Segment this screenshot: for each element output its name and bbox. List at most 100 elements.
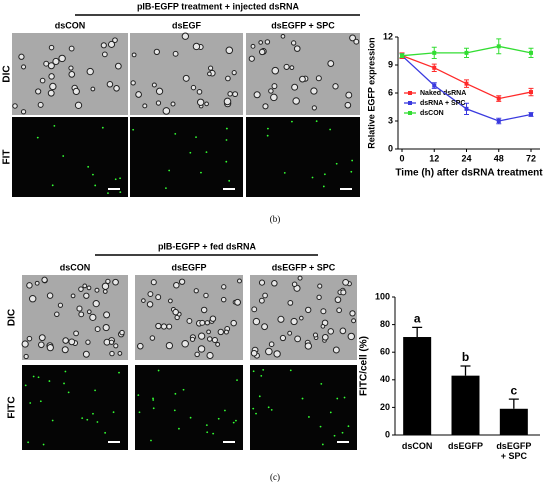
cell [339,327,347,335]
cell [193,288,199,294]
point [432,83,437,88]
cell [279,334,287,342]
fluorescent-dot [228,179,231,182]
error-bar [508,398,519,409]
cell [68,45,75,52]
panel-header: pIB-EGFP treatment + injected dsRNA [137,1,300,11]
cell [231,70,237,76]
cell [271,83,278,90]
cell [277,315,285,323]
cell [78,311,85,318]
cell [199,319,206,326]
cell [189,336,196,342]
fluorescent-dot [94,389,96,392]
fluorescent-dot [118,371,120,374]
cell [347,332,355,341]
fluorescent-dot [311,176,314,179]
error-bar [460,365,471,376]
cell [194,351,200,358]
bar [499,408,528,435]
cell [23,353,29,360]
bar [403,337,432,435]
cell [251,306,258,313]
cell [155,87,164,95]
fluorescent-dot [24,384,27,387]
fluorescent-dot [319,425,322,428]
cell [291,83,299,91]
cell [73,330,79,337]
legend-marker [408,91,412,95]
cell [271,66,280,75]
cell [289,65,295,71]
fluorescent-dot [173,409,176,412]
row-label: DIC [2,65,13,82]
cell [280,34,286,39]
cell [317,283,323,289]
cell [113,343,119,349]
fluorescent-dot [267,406,270,409]
cell [258,48,266,56]
panel-label: (c) [270,472,280,482]
fluorescent-dot [225,160,228,163]
cell [149,335,156,341]
fluorescent-dot [174,392,177,395]
cell [181,32,190,40]
fluorescent-dot [232,421,235,424]
fluorescent-dot [258,395,261,398]
y-tick-label: 80 [380,319,390,329]
fluorescent-dot [182,388,185,391]
cell [153,48,160,56]
cell [151,82,157,88]
cell [146,301,154,308]
cell [147,291,154,297]
cell [230,319,237,327]
cell [173,281,180,289]
cell [155,294,162,301]
fluorescent-dot [200,171,202,174]
cell [336,307,342,314]
cell [49,82,57,91]
point [496,44,501,49]
fluorescent-dot [217,417,220,420]
cell [68,65,74,71]
fluorescent-dot [236,379,238,382]
cell [113,85,120,92]
fluorescent-dot [289,369,292,372]
cell [70,293,76,299]
fluorescent-dot [252,370,255,373]
cell [311,105,317,111]
cell [34,280,40,286]
fluorescent-dot [252,407,255,410]
cell [38,341,45,349]
cell [351,318,357,324]
cell [225,46,234,55]
fluorescent-dot [266,134,269,137]
cell [209,315,217,322]
fluorescent-dot [51,419,54,422]
cell [203,292,209,299]
fluorescent-dot [67,391,70,394]
cell [167,298,173,304]
cell [141,298,146,303]
cell [62,337,69,344]
cell [196,89,203,95]
micrograph [250,365,357,450]
cell [273,350,281,358]
cell [46,292,54,299]
cell [18,53,25,60]
cell [221,284,227,290]
fluorescent-dot [335,162,338,165]
cell [206,329,211,335]
cell [46,344,54,352]
fluorescent-dot [329,128,332,131]
fluorescent-dot [283,171,286,174]
cell [290,317,298,326]
point [496,96,501,101]
cell [135,91,142,98]
x-tick-label: dsEGFP [447,441,483,451]
cell [130,80,136,86]
point [464,50,469,55]
y-tick-label: 3 [388,115,393,125]
cell [320,308,327,315]
fluorescent-dot [29,402,32,404]
